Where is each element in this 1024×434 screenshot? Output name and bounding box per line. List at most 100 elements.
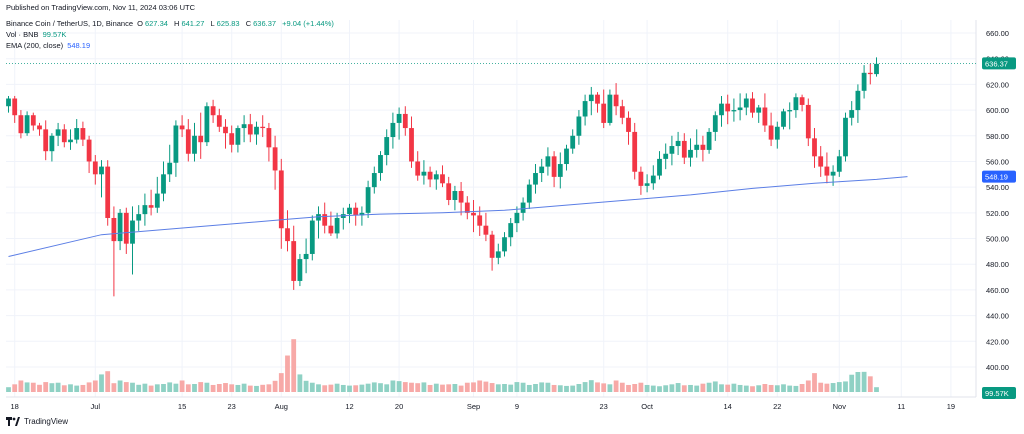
candle-body [508,223,514,238]
candle-body [204,106,210,143]
volume-bar [340,384,346,392]
volume-bar [123,382,129,392]
time-tick-label: 12 [345,402,353,411]
volume-bar [737,384,743,392]
candle-body [781,111,786,127]
time-tick-label: Aug [275,402,288,411]
volume-bar [458,385,464,392]
low-value: 625.83 [216,19,240,28]
candle-body [632,131,638,172]
candle-body [731,110,737,112]
price-tick-label: 580.00 [986,132,1009,141]
candle-body [768,125,774,140]
candle-body [657,158,662,176]
symbol-title[interactable]: Binance Coin / TetherUS, 1D, Binance [6,19,134,28]
volume-bar [55,382,61,392]
volume-bar [551,384,557,392]
volume-bar [396,381,402,392]
price-tick-label: 440.00 [986,312,1009,321]
candle-body [223,126,228,134]
candle-body [669,146,675,154]
candle-body [595,94,600,104]
volume-bar [644,384,650,392]
candle-body [24,115,30,134]
candle-body [235,128,241,145]
volume-bar [309,382,315,392]
candle-body [824,166,830,176]
candle-body [68,139,73,143]
candle-body [557,164,563,177]
candle-body [61,129,67,143]
candle-body [272,147,278,171]
candle-body [812,138,817,157]
tradingview-logo-icon [6,417,20,426]
candle-body [216,115,222,127]
volume-bar [278,373,284,392]
candle-body [365,187,371,213]
volume-bar [576,384,582,392]
volume-bar [285,355,290,392]
candle-body [390,122,396,138]
volume-bar [316,384,321,392]
volume-bar [179,380,185,392]
volume-bar [601,383,607,392]
volume-tag: 99.57K [985,389,1009,398]
volume-bar [805,380,811,392]
volume-legend[interactable]: Vol · BNB 99.57K [6,30,68,39]
candle-body [123,212,129,244]
tradingview-footer[interactable]: TradingView [6,417,68,426]
candle-body [384,137,390,156]
volume-bar [111,383,117,392]
candle-body [725,103,731,112]
candle-body [49,135,55,152]
time-tick-label: 20 [395,402,403,411]
volume-bar [433,383,439,392]
volume-bar [421,382,427,392]
volume-bar [613,380,619,392]
candle-body [353,207,359,216]
volume-bar [235,384,241,392]
candle-body [285,228,290,242]
candle-body [712,115,718,132]
time-tick-label: Nov [833,402,847,411]
candle-body [526,184,532,203]
candle-body [836,156,842,172]
volume-bar [874,387,879,392]
volume-bar [161,384,166,392]
candle-body [688,149,693,158]
price-tick-label: 660.00 [986,29,1009,38]
candle-body [18,115,24,134]
candle-body [179,125,185,130]
candle-body [105,166,111,218]
ema-legend[interactable]: EMA (200, close) 548.19 [6,41,92,50]
time-tick-label: Jul [91,402,101,411]
candle-body [303,253,309,260]
candle-body [458,191,464,203]
time-tick-label: 11 [897,402,905,411]
volume-bar [774,385,780,392]
time-tick-label: 15 [178,402,186,411]
volume-bar [545,382,551,392]
candle-body [334,217,340,234]
price-tick-label: 420.00 [986,337,1009,346]
volume-bar [297,374,303,392]
volume-bar [68,384,73,392]
volume-bar [533,384,538,392]
candle-body [638,171,644,186]
volume-bar [30,382,36,392]
volume-bar [18,380,24,392]
candle-body [619,106,625,118]
price-tick-label: 480.00 [986,260,1009,269]
volume-bar [80,384,86,392]
open-value: 627.34 [144,19,168,28]
candle-body [92,161,98,175]
time-tick-label: Sep [467,402,480,411]
candle-body [582,101,588,117]
volume-bar [502,384,507,392]
ema-price-tag: 548.19 [985,173,1008,182]
volume-bar [861,371,867,392]
candle-body [12,98,18,116]
volume-bar [743,385,749,392]
volume-bar [61,385,67,392]
